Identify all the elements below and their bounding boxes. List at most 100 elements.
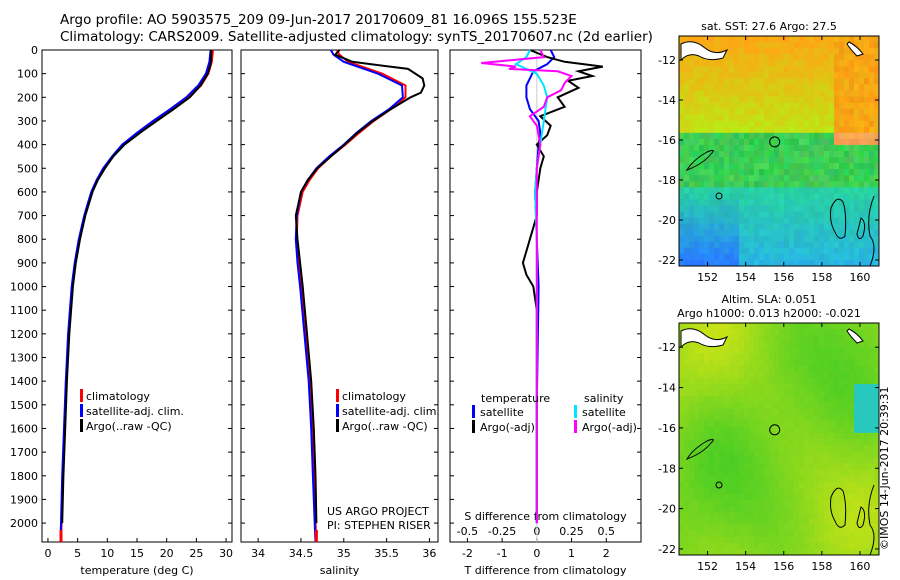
map-cell <box>729 530 735 538</box>
map-cell <box>764 493 770 501</box>
map-cell <box>809 193 815 200</box>
map-cell <box>829 187 835 194</box>
map-cell <box>849 193 855 200</box>
map-cell <box>864 259 870 267</box>
map-cell <box>834 536 840 544</box>
map-cell <box>814 493 820 501</box>
map-cell <box>814 390 820 397</box>
series-line-satellite-adj-clim- <box>59 49 212 543</box>
map-cell <box>724 96 730 103</box>
map-cell <box>754 144 760 152</box>
map-cell <box>844 518 850 525</box>
map-cell <box>849 151 855 158</box>
depth-tick-label: 1000 <box>10 281 38 294</box>
map-cell <box>679 90 685 97</box>
map-cell <box>789 420 795 428</box>
map-cell <box>729 347 735 354</box>
map-cell <box>784 241 790 249</box>
map-cell <box>699 60 705 67</box>
map-cell <box>709 396 715 403</box>
map-cell <box>774 341 780 348</box>
map-cell <box>689 138 695 146</box>
map-cell <box>824 506 830 513</box>
map-cell <box>774 432 780 440</box>
map-cell <box>699 175 705 182</box>
map-cell <box>799 259 805 267</box>
map-cell <box>779 151 785 158</box>
map-cell <box>809 457 815 464</box>
map-cell <box>729 408 735 415</box>
map-cell <box>769 451 775 458</box>
map-cell <box>834 530 840 538</box>
map-cell <box>874 187 880 194</box>
map-cell <box>819 384 825 391</box>
map-cell <box>774 524 780 531</box>
map-cell <box>749 469 755 477</box>
map-cell <box>784 463 790 470</box>
map-cell <box>689 420 695 428</box>
depth-tick-label: 100 <box>17 68 38 81</box>
sla-map <box>678 322 880 556</box>
map-cell <box>729 211 735 218</box>
map-cell <box>699 90 705 97</box>
map-cell <box>774 217 780 225</box>
map-cell <box>729 359 735 367</box>
map-cell <box>769 169 775 176</box>
map-cell <box>744 205 750 212</box>
map-cell <box>799 323 805 330</box>
map-cell <box>874 451 880 458</box>
map-cell <box>689 475 695 483</box>
map-cell <box>744 347 750 354</box>
map-cell <box>864 371 870 379</box>
map-cell <box>834 500 840 507</box>
map-cell <box>784 157 790 164</box>
map-cell <box>814 126 820 134</box>
map-cell <box>814 187 820 194</box>
map-cell <box>859 96 865 103</box>
map-cell <box>869 36 875 43</box>
map-cell <box>769 426 775 434</box>
map-cell <box>794 205 800 212</box>
map-cell <box>809 323 815 330</box>
map-cell <box>744 463 750 470</box>
map-cell <box>679 481 685 489</box>
map-cell <box>779 187 785 194</box>
map-cell <box>704 353 710 361</box>
map-cell <box>749 253 755 261</box>
map-cell <box>729 126 735 134</box>
map-cell <box>854 169 860 176</box>
map-cell <box>794 253 800 261</box>
map-cell <box>709 42 715 49</box>
map-cell <box>684 542 690 550</box>
map-cell <box>709 126 715 134</box>
map-cell <box>699 323 705 330</box>
map-cell <box>744 323 750 330</box>
map-cell <box>764 329 770 336</box>
map-cell <box>839 132 845 140</box>
map-cell <box>779 542 785 550</box>
map-cell <box>864 323 870 330</box>
map-cell <box>814 223 820 231</box>
map-cell <box>689 457 695 464</box>
map-cell <box>789 241 795 249</box>
map-cell <box>784 108 790 116</box>
map-cell <box>834 365 840 373</box>
map-cell <box>744 193 750 200</box>
map-cell <box>719 451 725 458</box>
map-cell <box>719 199 725 206</box>
map-cell <box>864 42 870 49</box>
map-cell <box>779 457 785 464</box>
legend-swatch <box>336 419 339 432</box>
map-cell <box>854 144 860 152</box>
map-cell <box>679 114 685 122</box>
map-cell <box>789 163 795 170</box>
map-cell <box>759 402 765 409</box>
map-cell <box>734 365 740 373</box>
map-cell <box>874 229 880 237</box>
map-cell <box>869 181 875 188</box>
map-cell <box>779 217 785 225</box>
map-cell <box>824 78 830 85</box>
header-line-2: Climatology: CARS2009. Satellite-adjuste… <box>60 29 653 45</box>
map-cell <box>789 518 795 525</box>
map-cell <box>849 102 855 110</box>
